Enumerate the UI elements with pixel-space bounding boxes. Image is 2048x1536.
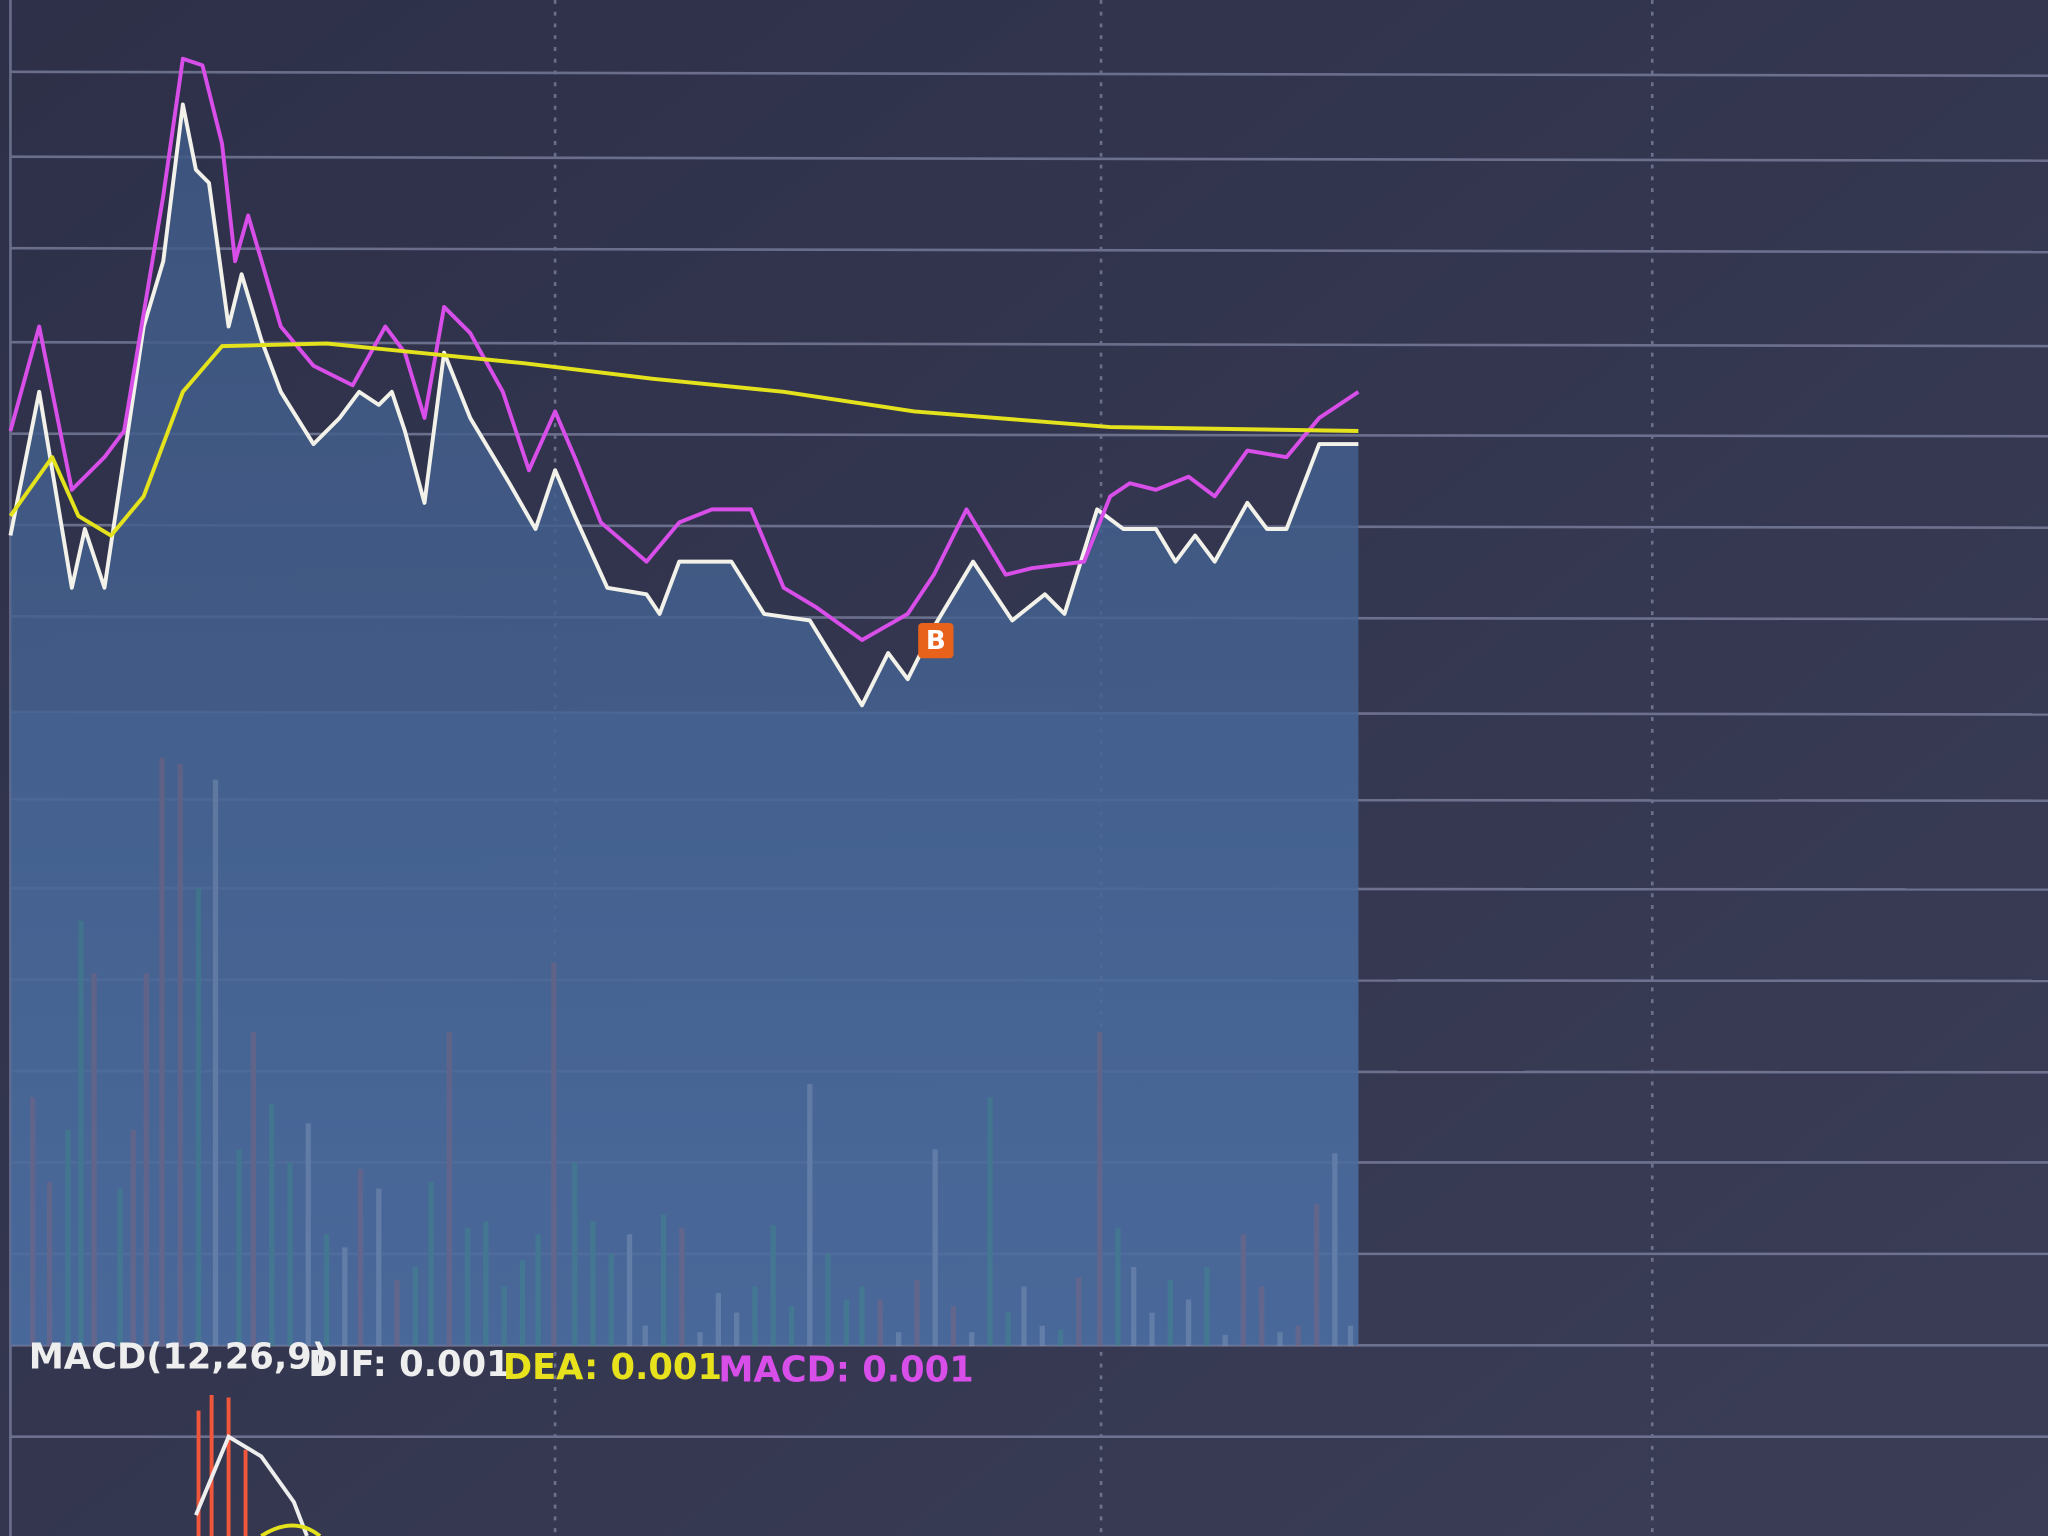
legend-dea: DEA: 0.001 [503,1347,722,1388]
series-line [8,341,1359,538]
indicator-name: MACD(12,26,9) [29,1336,328,1377]
price-area [10,104,1359,1346]
legend-macd: MACD: 0.001 [718,1349,973,1390]
signal-marker [918,623,954,659]
series-line [8,102,1359,708]
series-line [8,56,1360,642]
signal-label: B [926,626,946,656]
lower-panel-fragment [194,1394,322,1536]
legend-dif: DIF: 0.001 [308,1344,510,1385]
